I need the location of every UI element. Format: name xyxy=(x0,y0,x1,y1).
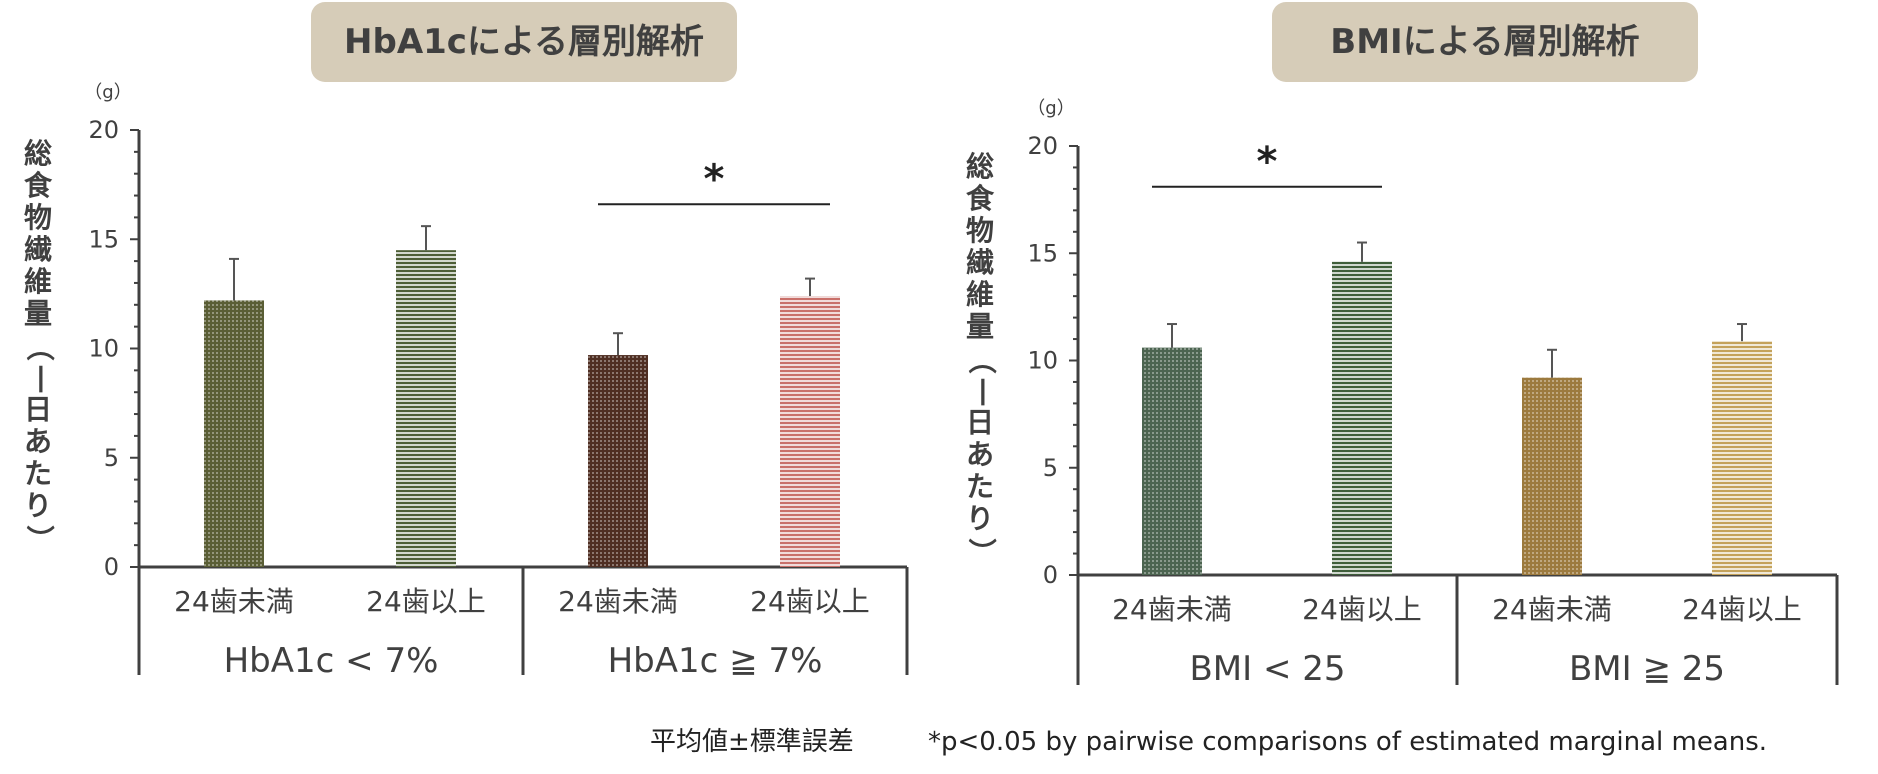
category-label: 24歯以上 xyxy=(750,585,870,618)
y-tick-label: 0 xyxy=(104,553,119,581)
y-axis-label-char: あ xyxy=(24,425,52,458)
bar-pattern xyxy=(588,355,648,567)
y-axis-label-char: た xyxy=(966,470,994,503)
y-axis-label-char: 総 xyxy=(24,137,52,170)
y-tick-label: 5 xyxy=(104,444,119,472)
bar-pattern xyxy=(1522,377,1582,575)
category-label: 24歯未満 xyxy=(1112,593,1232,626)
y-axis-label-char: （ xyxy=(965,346,998,374)
y-axis-label-char: り xyxy=(966,502,994,535)
group-label: HbA1c < 7% xyxy=(224,641,439,681)
y-axis-label-char: 物 xyxy=(24,201,52,234)
y-tick-label: 10 xyxy=(88,335,119,363)
y-tick-label: 15 xyxy=(88,225,119,253)
y-axis-label-char: ） xyxy=(965,538,998,566)
title-box xyxy=(1272,2,1698,82)
category-label: 24歯未満 xyxy=(174,585,294,618)
y-axis-label-char: 繊 xyxy=(966,246,994,279)
y-axis-label-char: 食 xyxy=(966,182,995,215)
y-axis-label-char: 食 xyxy=(24,169,53,202)
y-tick-label: 0 xyxy=(1043,561,1058,589)
bar-pattern xyxy=(396,250,456,568)
y-axis-label-char: り xyxy=(24,489,52,522)
chart-title: BMIによる層別解析 xyxy=(1330,22,1639,62)
y-tick-label: 20 xyxy=(88,116,119,144)
y-axis-label-char: （ xyxy=(23,333,56,361)
footnote-left: 平均値±標準誤差 xyxy=(650,727,854,757)
significance-marker: * xyxy=(1257,139,1278,185)
y-axis-label-char: 量 xyxy=(966,310,994,343)
y-axis-label-char: 一 xyxy=(965,378,998,406)
y-axis-label-char: 日 xyxy=(966,406,994,439)
bar-pattern xyxy=(780,296,840,567)
y-tick-label: 5 xyxy=(1043,454,1058,482)
y-axis-label-char: 量 xyxy=(24,297,52,330)
bar-pattern xyxy=(1332,261,1392,575)
y-axis-label-char: 一 xyxy=(23,365,56,393)
y-axis-label-char: 維 xyxy=(966,278,994,311)
title-box xyxy=(311,2,737,82)
chart-title: HbA1cによる層別解析 xyxy=(344,22,704,62)
group-label: HbA1c ≧ 7% xyxy=(608,641,823,681)
y-axis-label-char: た xyxy=(24,457,52,490)
group-label: BMI ≧ 25 xyxy=(1569,649,1725,689)
y-axis-label-char: ） xyxy=(23,525,56,553)
category-label: 24歯以上 xyxy=(1682,593,1802,626)
y-axis-label-char: 維 xyxy=(24,265,52,298)
y-tick-label: 20 xyxy=(1027,132,1058,160)
y-axis-label-char: 日 xyxy=(24,393,52,426)
category-label: 24歯未満 xyxy=(1492,593,1612,626)
y-tick-label: 15 xyxy=(1027,239,1058,267)
y-axis-label-char: 物 xyxy=(966,214,994,247)
y-unit-label: （g） xyxy=(1027,98,1074,119)
significance-marker: * xyxy=(704,156,725,202)
footnote-right: *p<0.05 by pairwise comparisons of estim… xyxy=(928,727,1767,757)
bar-pattern xyxy=(1712,341,1772,575)
y-unit-label: （g） xyxy=(84,82,131,103)
y-axis-label-char: あ xyxy=(966,438,994,471)
category-label: 24歯未満 xyxy=(558,585,678,618)
y-axis-label-char: 繊 xyxy=(24,233,52,266)
y-tick-label: 10 xyxy=(1027,347,1058,375)
group-label: BMI < 25 xyxy=(1189,649,1345,689)
category-label: 24歯以上 xyxy=(366,585,486,618)
category-label: 24歯以上 xyxy=(1302,593,1422,626)
bar-pattern xyxy=(1142,347,1202,575)
y-axis-label-char: 総 xyxy=(966,150,994,183)
bar-pattern xyxy=(204,300,264,567)
